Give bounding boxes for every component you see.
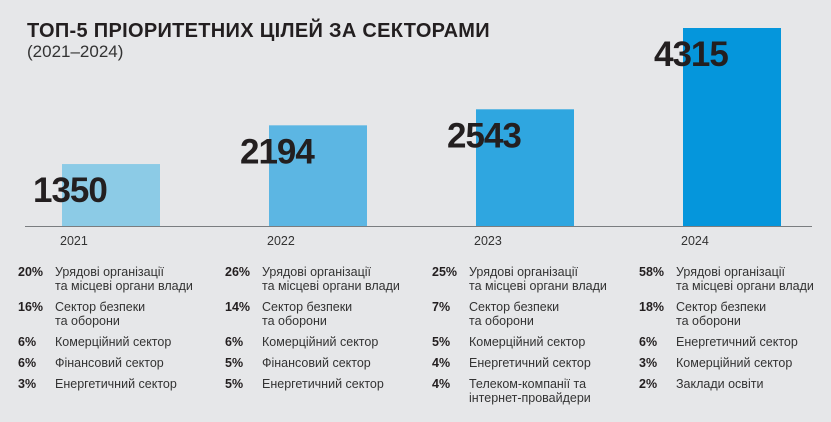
sector-percent: 3% [639, 356, 658, 370]
sector-row: 16% Сектор безпеки та оборони [18, 300, 218, 328]
sector-percent: 4% [432, 377, 451, 391]
sector-row: 3% Комерційний сектор [639, 356, 831, 370]
sector-row: 7% Сектор безпеки та оборони [432, 300, 632, 328]
sector-row: 6% Енергетичний сектор [639, 335, 831, 349]
sector-percent: 5% [225, 356, 244, 370]
sector-label: Енергетичний сектор [55, 377, 177, 391]
value-label-2024: 4315 [654, 35, 728, 74]
sector-percent: 6% [225, 335, 244, 349]
sector-label: Фінансовий сектор [262, 356, 371, 370]
sector-label: Сектор безпеки та оборони [469, 300, 560, 328]
sector-percent: 18% [639, 300, 665, 314]
sector-row: 5% Комерційний сектор [432, 335, 632, 349]
chart-title: ТОП-5 ПРІОРИТЕТНИХ ЦІЛЕЙ ЗА СЕКТОРАМИ [27, 20, 490, 42]
breakdown-2024: 58% Урядові організації та місцеві органи… [639, 265, 831, 398]
sector-percent: 5% [225, 377, 244, 391]
sector-percent: 7% [432, 300, 451, 314]
sector-row: 14% Сектор безпеки та оборони [225, 300, 425, 328]
sector-row: 4% Енергетичний сектор [432, 356, 632, 370]
year-label-2022: 2022 [267, 234, 295, 248]
sector-row: 6% Фінансовий сектор [18, 356, 218, 370]
bar-2021 [62, 164, 160, 226]
sector-percent: 20% [18, 265, 44, 279]
sector-row: 25% Урядові організації та місцеві органи… [432, 265, 632, 293]
sector-label: Фінансовий сектор [55, 356, 164, 370]
sector-percent: 14% [225, 300, 251, 314]
bar-2022 [269, 125, 367, 226]
value-label-2023: 2543 [447, 116, 521, 155]
breakdown-2022: 26% Урядові організації та місцеві органи… [225, 265, 425, 398]
sector-label: Комерційний сектор [55, 335, 172, 349]
year-label-2024: 2024 [681, 234, 709, 248]
bar-2023 [476, 109, 574, 226]
sector-percent: 26% [225, 265, 251, 279]
value-label-2021: 1350 [33, 171, 107, 210]
sector-row: 6% Комерційний сектор [225, 335, 425, 349]
sector-percent: 3% [18, 377, 37, 391]
sector-label: Енергетичний сектор [262, 377, 384, 391]
sector-label: Заклади освіти [676, 377, 764, 391]
sector-row: 18% Сектор безпеки та оборони [639, 300, 831, 328]
sector-label: Сектор безпеки та оборони [55, 300, 146, 328]
chart-subtitle: (2021–2024) [27, 42, 124, 61]
sector-label: Урядові організації та місцеві органи вл… [469, 265, 607, 293]
sector-percent: 16% [18, 300, 44, 314]
sector-percent: 6% [639, 335, 658, 349]
sector-percent: 6% [18, 335, 37, 349]
sector-row: 4% Телеком-компанії та інтернет-провайдер… [432, 377, 632, 405]
breakdown-2021: 20% Урядові організації та місцеві органи… [18, 265, 218, 398]
year-label-2021: 2021 [60, 234, 88, 248]
sector-percent: 4% [432, 356, 451, 370]
sector-percent: 6% [18, 356, 37, 370]
breakdown-2023: 25% Урядові організації та місцеві органи… [432, 265, 632, 412]
sector-label: Комерційний сектор [469, 335, 586, 349]
sector-label: Енергетичний сектор [676, 335, 798, 349]
sector-label: Урядові організації та місцеві органи вл… [55, 265, 193, 293]
sector-row: 6% Комерційний сектор [18, 335, 218, 349]
sector-percent: 2% [639, 377, 658, 391]
sector-row: 5% Фінансовий сектор [225, 356, 425, 370]
sector-label: Енергетичний сектор [469, 356, 591, 370]
sector-label: Сектор безпеки та оборони [676, 300, 767, 328]
sector-percent: 5% [432, 335, 451, 349]
sector-row: 2% Заклади освіти [639, 377, 831, 391]
sector-label: Комерційний сектор [676, 356, 793, 370]
sector-label: Комерційний сектор [262, 335, 379, 349]
sector-percent: 25% [432, 265, 458, 279]
sector-row: 26% Урядові організації та місцеві органи… [225, 265, 425, 293]
value-label-2022: 2194 [240, 132, 315, 171]
sector-row: 3% Енергетичний сектор [18, 377, 218, 391]
sector-percent: 58% [639, 265, 665, 279]
sector-label: Урядові організації та місцеві органи вл… [676, 265, 814, 293]
sector-row: 20% Урядові організації та місцеві органи… [18, 265, 218, 293]
bar-chart: 1350 2021 2194 2022 2543 2023 4315 2024 [25, 28, 812, 248]
sector-label: Телеком-компанії та інтернет-провайдери [469, 377, 591, 405]
sector-row: 58% Урядові організації та місцеві органи… [639, 265, 831, 293]
sector-label: Сектор безпеки та оборони [262, 300, 353, 328]
year-label-2023: 2023 [474, 234, 502, 248]
sector-row: 5% Енергетичний сектор [225, 377, 425, 391]
bar-2024 [683, 28, 781, 226]
sector-label: Урядові організації та місцеві органи вл… [262, 265, 400, 293]
